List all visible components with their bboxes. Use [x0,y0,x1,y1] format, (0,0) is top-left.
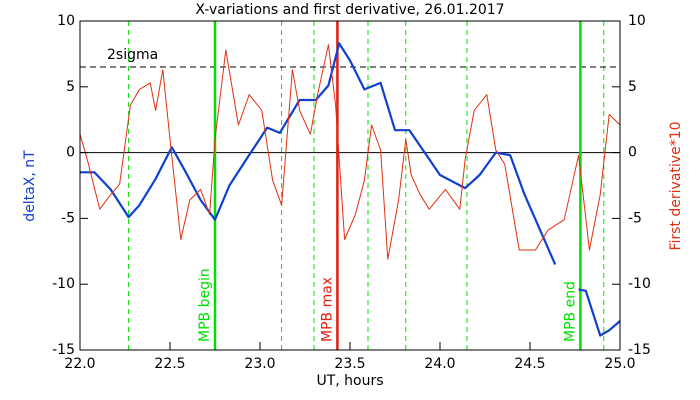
x-axis-label: UT, hours [316,373,383,389]
y2-tick-label: -10 [628,276,651,292]
threshold-label: 2sigma [107,47,158,63]
x-tick-label: 25.0 [604,356,635,372]
y2-tick-label: -5 [628,210,642,226]
y-tick-label: -10 [52,276,75,292]
series-line [80,42,621,337]
y2-axis-label: First derivative*10 [668,121,684,250]
y2-tick-label: 5 [628,79,637,95]
y2-tick-label: 10 [628,13,646,29]
x-tick-label: 24.0 [424,356,455,372]
event-label: MPB begin [197,268,213,342]
y2-tick-label: 0 [628,145,637,161]
chart-title: X-variations and first derivative, 26.01… [195,2,504,18]
y-tick-label: -5 [61,210,75,226]
x-tick-label: 23.5 [334,356,365,372]
event-label: MPB max [319,277,335,342]
plot-frame [79,20,621,351]
event-label: MPB end [562,281,578,342]
y-tick-label: -15 [52,342,75,358]
x-tick-label: 22.5 [154,356,185,372]
y-tick-label: 0 [66,145,75,161]
x-tick-label: 23.0 [244,356,275,372]
x-tick-label: 24.5 [514,356,545,372]
x-tick-label: 22.0 [64,356,95,372]
y-tick-label: 5 [66,79,75,95]
y-axis-label: deltaX, nT [22,150,38,222]
y2-tick-label: -15 [628,342,651,358]
y-tick-label: 10 [57,13,75,29]
series-line [79,44,621,260]
